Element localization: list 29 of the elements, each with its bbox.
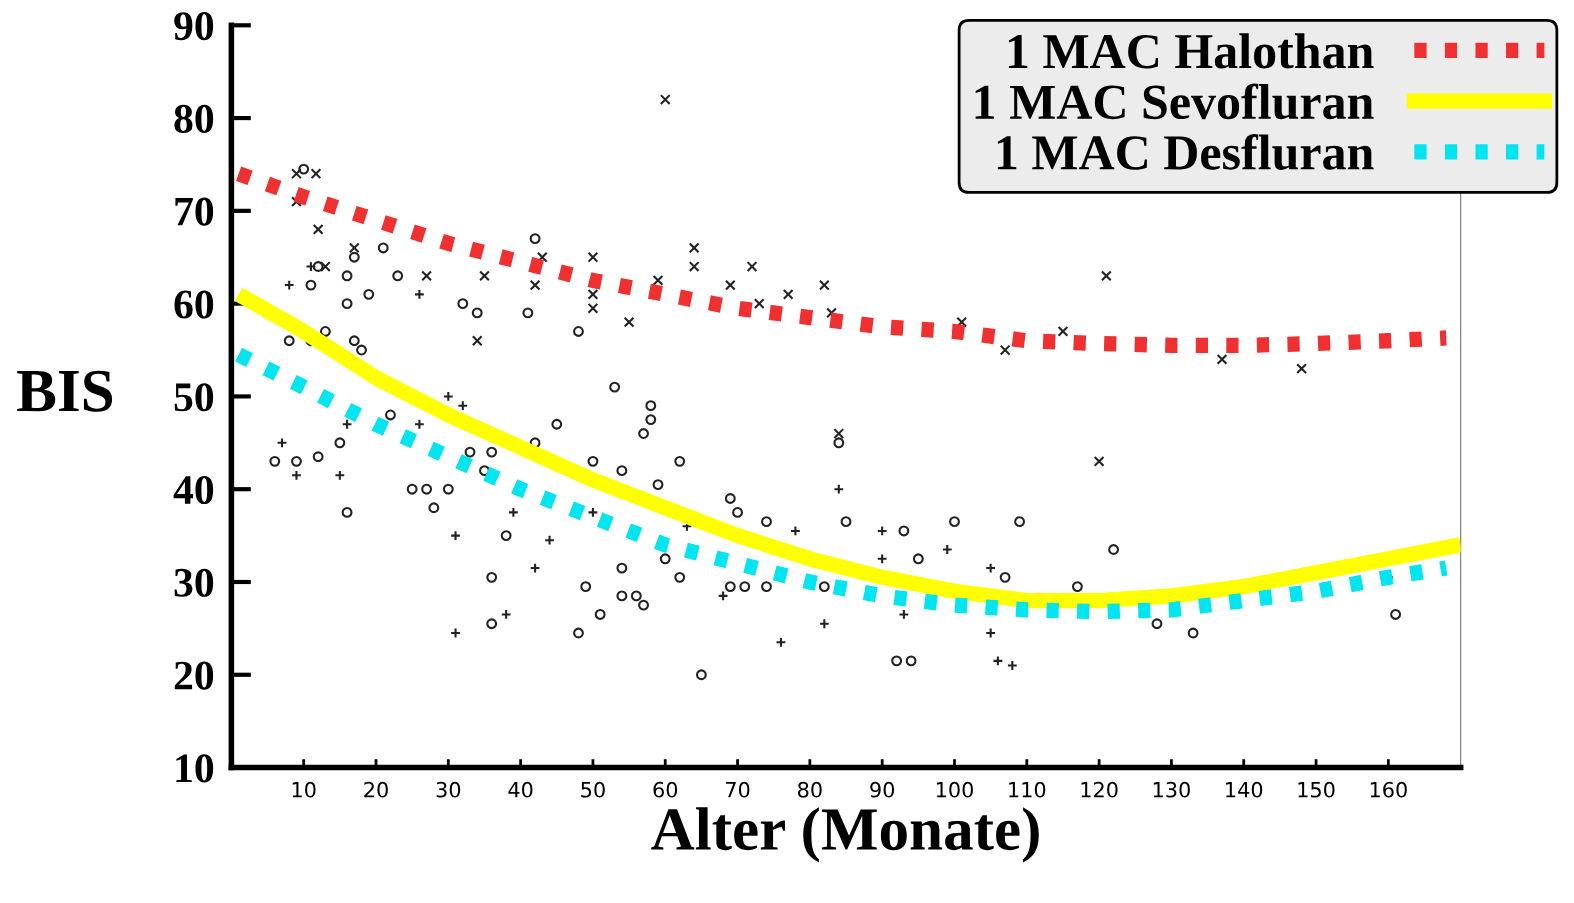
- x-tick-label: 160: [1370, 781, 1407, 798]
- legend-label: 1 MAC Halothan: [1008, 33, 1374, 69]
- x-tick-label: 80: [798, 781, 822, 798]
- x-tick-label: 90: [870, 781, 895, 798]
- x-tick-label: 30: [436, 781, 461, 798]
- x-tick-label: 10: [292, 781, 316, 798]
- y-tick-label: 60: [174, 290, 214, 319]
- x-axis-title: Alter (Monate): [651, 807, 1039, 863]
- y-tick-label: 70: [175, 197, 214, 226]
- y-tick-label: 40: [173, 475, 214, 505]
- legend-label: 1 MAC Sevofluran: [975, 83, 1374, 120]
- y-tick-label: 30: [174, 568, 214, 597]
- x-tick-label: 40: [508, 781, 533, 798]
- x-tick-label: 50: [581, 781, 605, 798]
- x-tick-label: 60: [653, 781, 678, 798]
- y-tick-label: 20: [174, 661, 214, 690]
- legend-label: 1 MAC Desfluran: [997, 134, 1374, 170]
- y-tick-label: 90: [174, 12, 214, 41]
- x-tick-label: 100: [936, 781, 973, 798]
- y-tick-label: 50: [174, 383, 214, 412]
- x-tick-label: 20: [364, 781, 388, 798]
- x-tick-label: 110: [1009, 781, 1046, 798]
- x-tick-label: 70: [726, 781, 750, 798]
- y-tick-label: 80: [174, 104, 214, 133]
- x-tick-label: 130: [1153, 781, 1190, 798]
- y-axis-title: BIS: [17, 370, 113, 412]
- x-tick-label: 140: [1226, 781, 1263, 798]
- x-tick-label: 150: [1298, 781, 1335, 798]
- x-tick-label: 120: [1081, 781, 1118, 798]
